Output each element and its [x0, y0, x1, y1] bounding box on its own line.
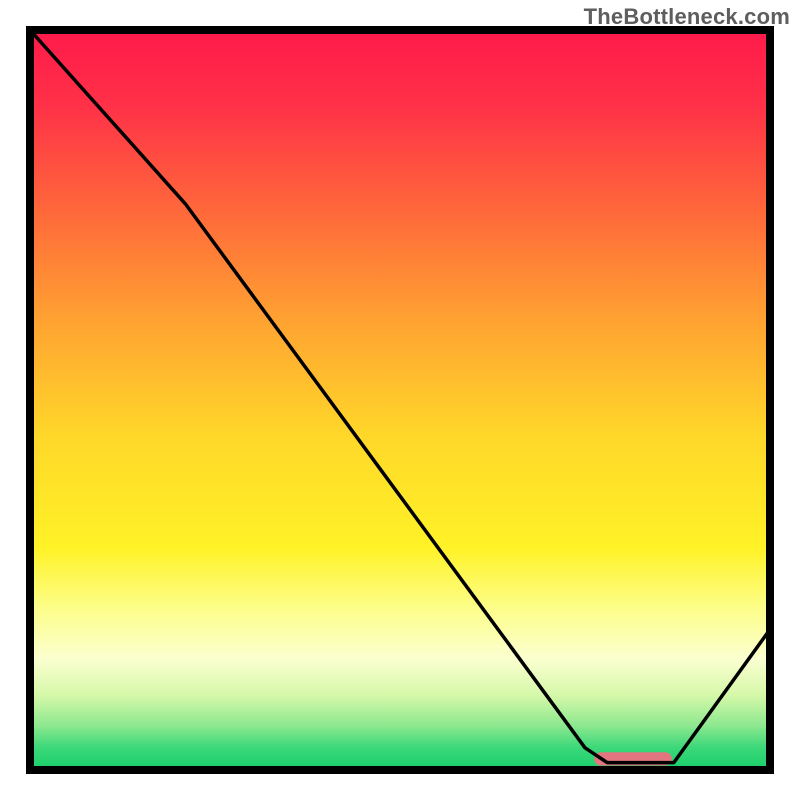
gradient-background [30, 30, 770, 770]
watermark-text: TheBottleneck.com [584, 4, 790, 30]
chart-container: TheBottleneck.com [0, 0, 800, 800]
bottleneck-chart [0, 0, 800, 800]
